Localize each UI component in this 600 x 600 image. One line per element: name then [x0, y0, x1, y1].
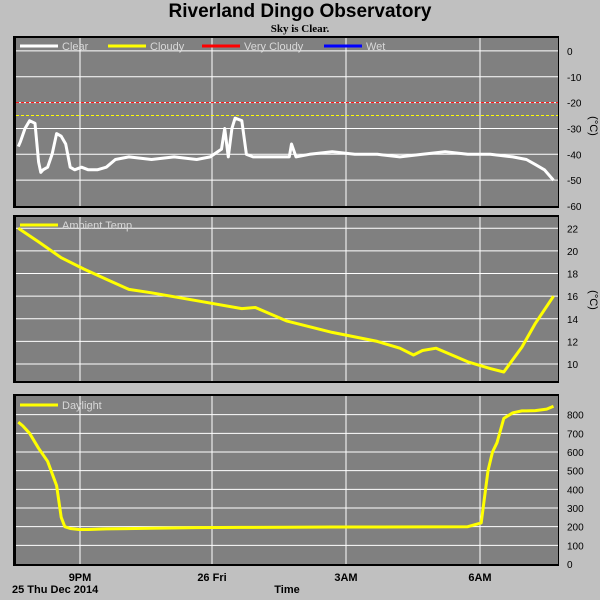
ambient-ytick-label: 18 [567, 270, 579, 281]
daylight-ytick-label: 300 [567, 504, 584, 515]
ambient-ytick-label: 14 [567, 315, 579, 326]
ambient-series-line [17, 227, 555, 374]
ambient-plot-area [16, 217, 558, 381]
daylight-ytick-label: 200 [567, 523, 584, 534]
daylight-ytick-label: 500 [567, 467, 584, 478]
sky-ytick-label: -20 [567, 99, 582, 110]
x-axis-ticks: 9PM 26 Fri 3AM 6AM [69, 572, 492, 584]
ambient-ytick-label: 20 [567, 247, 579, 258]
ambient-lines [17, 227, 555, 374]
legend-label-clear: Clear [62, 41, 89, 53]
x-tick-label: 6AM [468, 572, 491, 584]
sky-series-line [16, 116, 555, 182]
legend-label-very-cloudy: Very Cloudy [244, 41, 304, 53]
legend-label-cloudy: Cloudy [150, 41, 185, 53]
daylight-plot-area [16, 396, 558, 564]
ambient-ytick-label: 10 [567, 360, 579, 371]
sky-plot-area [16, 38, 558, 206]
page-title: Riverland Dingo Observatory [168, 1, 432, 22]
daylight-ytick-label: 700 [567, 429, 584, 440]
x-tick-label: 3AM [334, 572, 357, 584]
sky-ytick-label: -30 [567, 124, 582, 135]
sky-lines [16, 116, 555, 182]
daylight-lines [17, 404, 555, 531]
sky-panel: Clear Cloudy Very Cloudy Wet 0 -10 -20 -30 -… [13, 36, 599, 213]
x-tick-label: 26 Fri [197, 572, 226, 584]
sky-yticks: 0 -10 -20 -30 -40 -50 -60 [567, 47, 582, 213]
sky-ylabel: (°C) [587, 116, 599, 136]
date-label: 25 Thu Dec 2014 [12, 584, 99, 596]
ambient-ytick-label: 22 [567, 224, 579, 235]
sky-legend: Clear Cloudy Very Cloudy Wet [20, 41, 385, 53]
daylight-legend: Daylight [20, 400, 102, 412]
daylight-ytick-label: 400 [567, 485, 584, 496]
x-axis-label: Time [274, 584, 299, 596]
daylight-ytick-label: 0 [567, 560, 573, 571]
ambient-ytick-label: 16 [567, 292, 579, 303]
daylight-ytick-label: 800 [567, 411, 584, 422]
page-subtitle: Sky is Clear. [270, 23, 330, 35]
sky-ytick-label: -10 [567, 73, 582, 84]
daylight-yticks: 800 700 600 500 400 300 200 100 0 [567, 411, 584, 571]
sky-thresholds [16, 102, 558, 117]
ambient-ytick-label: 12 [567, 337, 579, 348]
legend-label-ambient: Ambient Temp [62, 220, 132, 232]
daylight-ytick-label: 100 [567, 541, 584, 552]
ambient-yticks: 22 20 18 16 14 12 10 [567, 224, 579, 371]
daylight-ytick-label: 600 [567, 448, 584, 459]
sky-ytick-label: -40 [567, 150, 582, 161]
x-tick-label: 9PM [69, 572, 92, 584]
sky-ytick-label: 0 [567, 47, 573, 58]
daylight-series-line [17, 404, 555, 531]
legend-label-wet: Wet [366, 41, 385, 53]
legend-label-daylight: Daylight [62, 400, 102, 412]
ambient-grid [16, 217, 558, 381]
sky-ytick-label: -50 [567, 176, 582, 187]
ambient-panel: Ambient Temp 22 20 18 16 14 12 10 (°C) [13, 215, 599, 383]
daylight-panel: Daylight 800 700 600 500 400 300 200 100 0 [13, 394, 584, 571]
sky-ytick-label: -60 [567, 202, 582, 213]
ambient-legend: Ambient Temp [20, 220, 132, 232]
ambient-ylabel: (°C) [587, 290, 599, 310]
